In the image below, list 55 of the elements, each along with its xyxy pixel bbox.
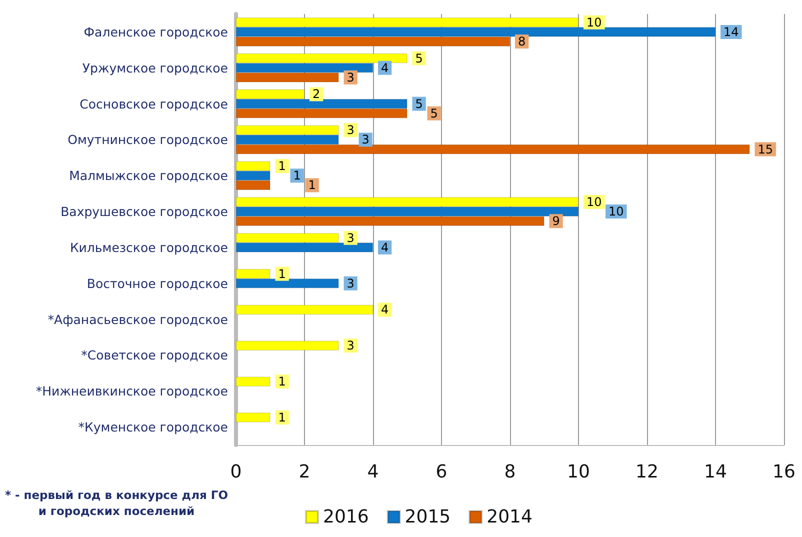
x-tick-label: 0: [230, 462, 242, 482]
y-tick-label: *Афанасьевское городское: [48, 312, 228, 327]
data-label: 2: [312, 87, 320, 102]
data-label: 3: [346, 230, 354, 245]
x-tick-label: 6: [436, 462, 448, 482]
y-tick-label: Сосновское городское: [80, 96, 228, 112]
y-tick-label: Фаленское городское: [84, 24, 228, 40]
x-tick-label: 4: [367, 462, 379, 482]
x-tick-label: 12: [636, 462, 658, 482]
bar: [236, 376, 270, 386]
data-label: 10: [586, 194, 602, 209]
x-tick-label: 8: [504, 462, 516, 482]
data-label: 15: [758, 142, 774, 156]
data-label: 3: [346, 276, 354, 290]
data-label: 5: [415, 96, 423, 111]
data-label: 4: [381, 60, 389, 75]
data-label: 3: [362, 132, 370, 147]
x-tick-label: 16: [772, 462, 796, 482]
text: * - первый год в конкурсе для ГО и городских поселений: [4, 487, 229, 519]
bar: [236, 340, 339, 350]
y-tick-label: *Куменское городское: [78, 420, 228, 435]
x-tick-label: 2: [298, 462, 310, 482]
data-label: 3: [346, 123, 354, 138]
data-label: 1: [278, 374, 286, 389]
bar: [236, 304, 373, 315]
y-tick-label: *Советское городское: [81, 348, 228, 363]
data-label: 5: [430, 106, 438, 120]
data-label: 9: [552, 214, 560, 228]
y-tick-label: Восточное городское: [86, 276, 228, 291]
data-label: 1: [293, 168, 301, 183]
data-label: 10: [586, 15, 602, 30]
bar: [236, 412, 270, 422]
legend-label: 2016: [323, 506, 369, 528]
data-label: 8: [518, 34, 526, 49]
data-label: 4: [381, 302, 389, 317]
data-label: 3: [346, 70, 354, 84]
x-tick-label: 10: [567, 462, 590, 482]
x-tick-label: 14: [704, 462, 727, 482]
y-tick-label: *Нижнеивкинское городское: [36, 384, 228, 399]
data-label: 5: [415, 51, 423, 66]
data-label: 4: [381, 240, 389, 254]
data-label: 1: [278, 266, 286, 281]
y-tick-label: Кильмезское городское: [70, 240, 228, 255]
data-label: 3: [346, 338, 354, 353]
data-label: 1: [278, 410, 286, 424]
legend-label: 2014: [486, 506, 532, 528]
y-tick-label: Вахрушевское городское: [60, 204, 228, 220]
y-tick-label: Уржумское городское: [82, 60, 228, 76]
legend-label: 2015: [404, 506, 451, 528]
data-label: 14: [724, 24, 739, 39]
y-tick-label: Малмыжское городское: [69, 168, 228, 184]
y-tick-label: Омутнинское городское: [68, 132, 228, 148]
data-label: 1: [278, 159, 286, 174]
data-label: 10: [608, 204, 624, 219]
data-label: 1: [308, 178, 316, 192]
